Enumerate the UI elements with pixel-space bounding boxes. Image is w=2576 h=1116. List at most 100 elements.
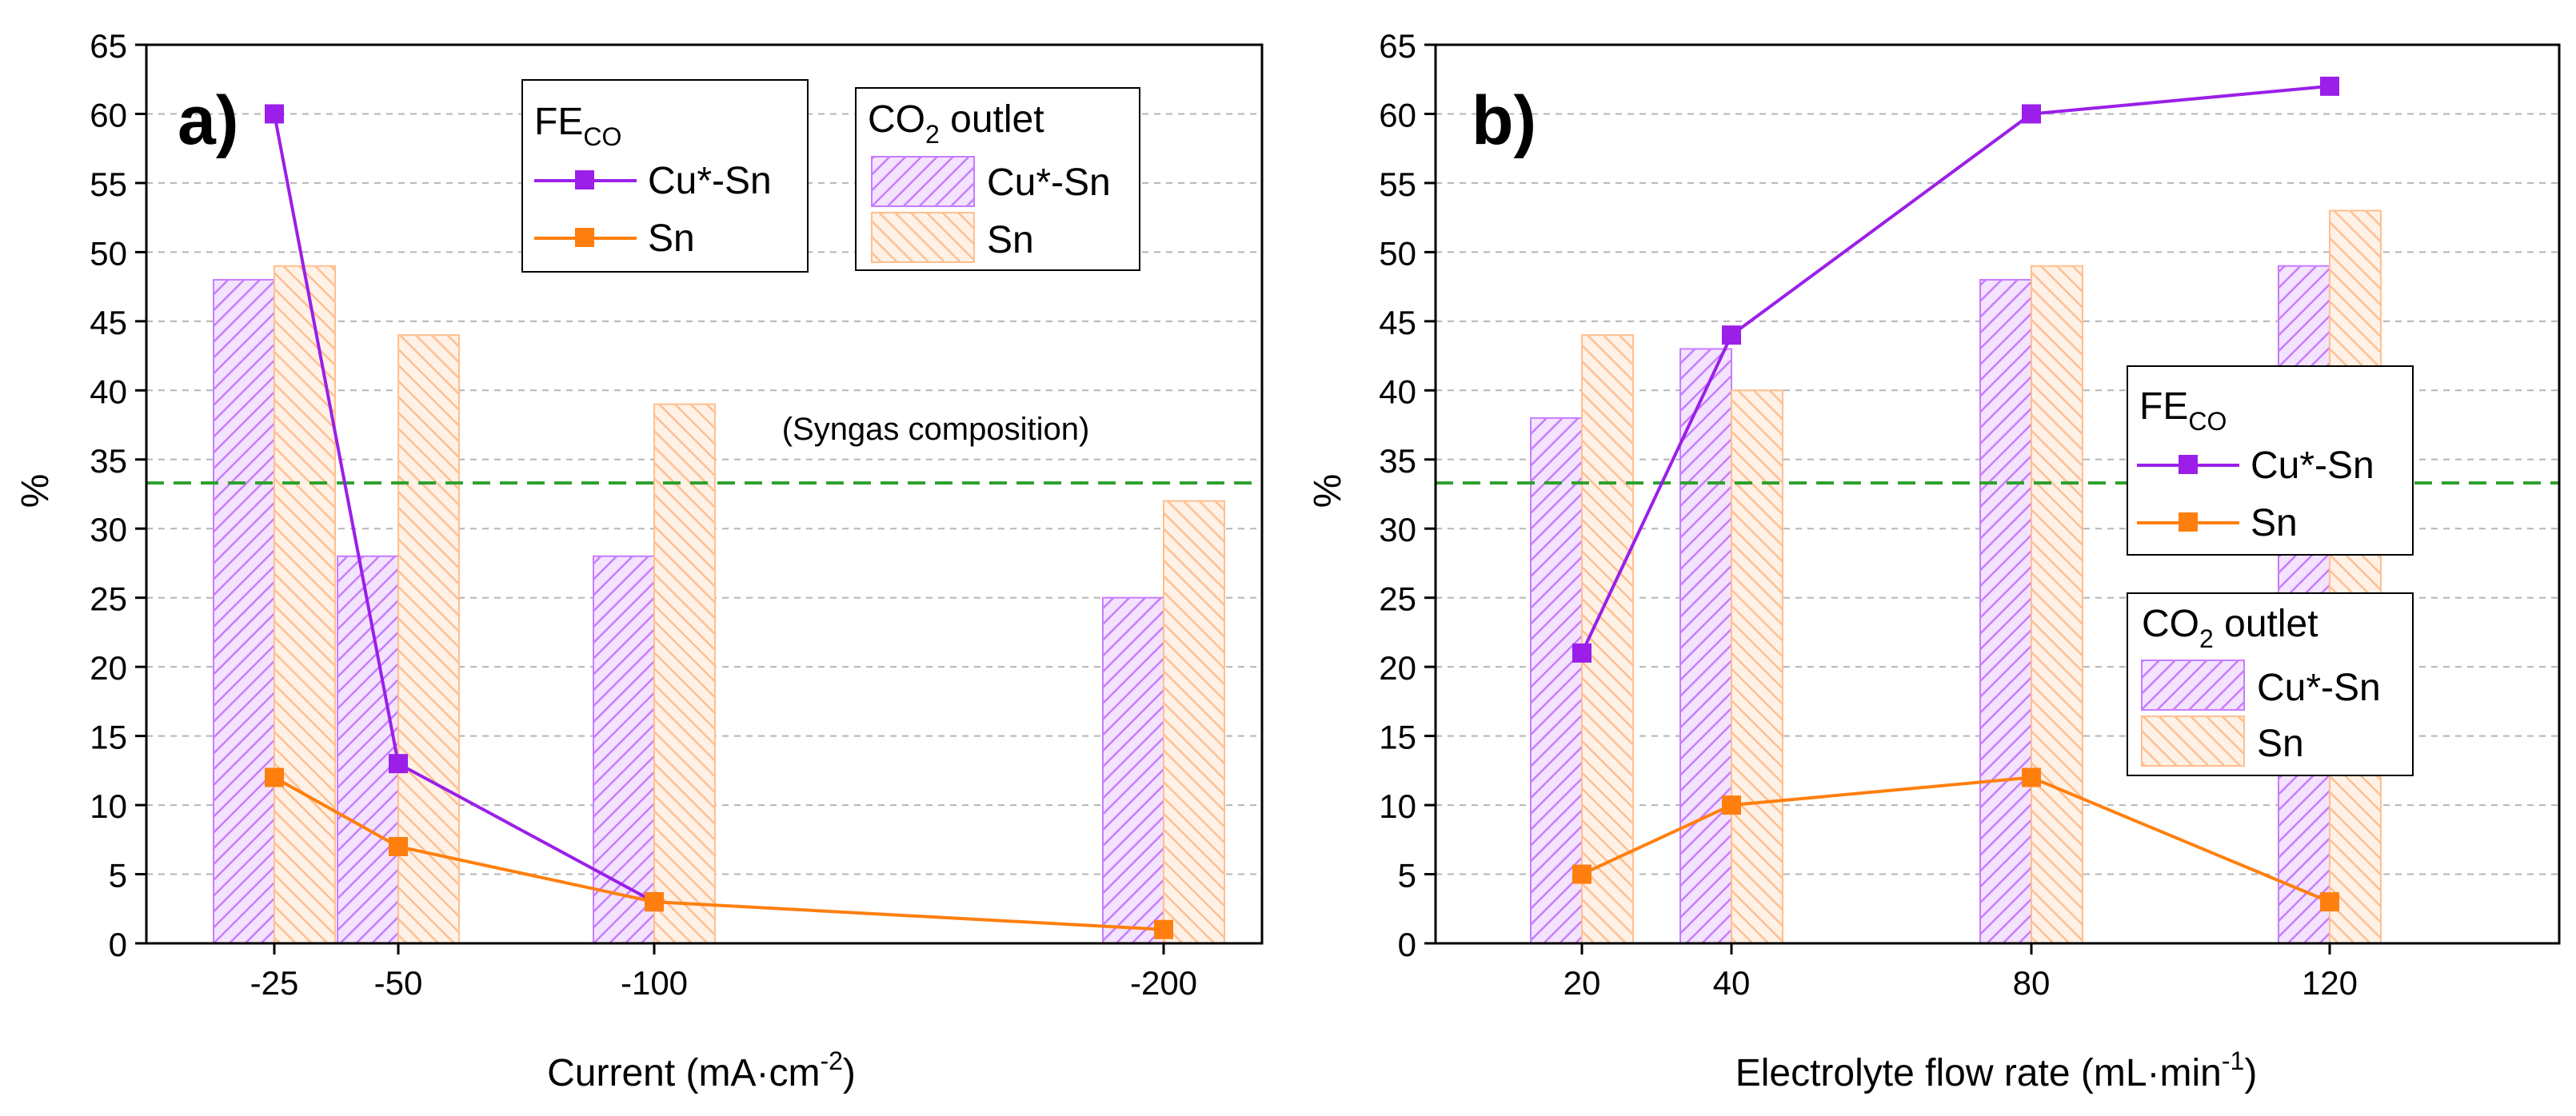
panel-a-point-cu-sn xyxy=(265,104,284,124)
panel-b-legend-fe: FECO Cu*-Sn Sn xyxy=(2127,365,2414,556)
panel-b-legend-fe-title-main: FE xyxy=(2139,385,2188,428)
panel-b-y-tick-label: 40 xyxy=(1379,373,1416,410)
panel-a-x-tick-label: -200 xyxy=(1130,964,1197,1002)
panel-b-legend-co2-cu-swatch xyxy=(2141,660,2245,711)
panel-a-y-tick-label: 5 xyxy=(109,857,127,895)
panel-a-legend-co2-cu-label: Cu*-Sn xyxy=(987,161,1111,204)
panel-a-bar-cu-sn xyxy=(213,278,275,944)
panel-a-y-tick-label: 45 xyxy=(90,304,127,341)
panel-b-legend-co2-sn-label: Sn xyxy=(2257,723,2304,765)
panel-a-x-axis-title-end: ) xyxy=(843,1052,856,1094)
panel-b-lines xyxy=(1572,76,2339,912)
panel-a-x-axis-title-main: Current (mA·cm xyxy=(547,1052,820,1094)
panel-a-legend-fe-sn-label: Sn xyxy=(648,217,695,260)
panel-a-x-tick-label: -100 xyxy=(621,964,688,1002)
panel-a-syngas-label: (Syngas composition) xyxy=(782,412,1090,447)
panel-a-x-axis: -25 -50 -100 -200 xyxy=(250,943,1197,1002)
panel-b-bar-cu-sn xyxy=(1679,348,1732,944)
panel-b-line-sn xyxy=(1581,775,2330,903)
panel-a-legend-fe: FECO Cu*-Sn Sn xyxy=(521,79,809,273)
panel-a-bar-cu-sn xyxy=(1102,596,1164,944)
panel-a-legend-co2-title: CO2 outlet xyxy=(868,98,1044,149)
panel-b-legend-co2-cu-label: Cu*-Sn xyxy=(2257,667,2381,709)
panel-b-y-tick-label: 55 xyxy=(1379,165,1416,203)
panel-b-legend-fe-title: FECO xyxy=(2139,385,2227,436)
panel-b-y-tick-label: 35 xyxy=(1379,442,1416,480)
panel-b-point-cu-sn xyxy=(2022,104,2041,124)
panel-b-point-sn xyxy=(2320,892,2339,912)
panel-b-x-tick-label: 120 xyxy=(2302,964,2358,1002)
panel-b-bar-cu-sn xyxy=(1979,278,2032,944)
panel-b-x-axis-title-sup: -1 xyxy=(2222,1046,2244,1075)
panel-b-point-sn xyxy=(2022,767,2041,787)
panel-a-x-axis-title-sup: -2 xyxy=(820,1046,842,1075)
panel-b-y-axis-title: % xyxy=(1307,474,1349,508)
panel-a-bar-sn xyxy=(274,265,336,944)
panel-b-legend-fe-sn-label: Sn xyxy=(2251,502,2298,544)
panel-b-x-axis: 20 40 80 120 xyxy=(1564,943,2358,1002)
panel-b-y-tick-label: 10 xyxy=(1379,787,1416,825)
panel-a-point-sn xyxy=(389,836,408,856)
panel-a-y-axis-title: % xyxy=(14,474,57,508)
panel-a-point-sn xyxy=(265,767,284,787)
panel-a-x-tick-label: -25 xyxy=(250,964,299,1002)
panel-a-bar-cu-sn xyxy=(337,555,399,944)
panel-a-bar-sn xyxy=(653,403,716,945)
panel-b-point-cu-sn xyxy=(2320,76,2339,96)
panel-a-legend-co2-title-sub: 2 xyxy=(925,120,940,149)
panel-a-y-tick-label: 0 xyxy=(109,926,127,963)
panel-a-x-axis-title: Current (mA·cm-2) xyxy=(547,1046,856,1094)
panel-a-line-sn xyxy=(274,775,1164,931)
panel-a-legend-fe-title: FECO xyxy=(534,101,621,151)
panel-b-x-axis-title: Electrolyte flow rate (mL·min-1) xyxy=(1735,1046,2258,1094)
panel-b-y-axis: 0 5 10 15 20 25 30 35 40 45 50 55 60 65 xyxy=(1379,27,1436,963)
panel-b-point-cu-sn xyxy=(1722,325,1741,345)
panel-a-legend-co2-title-main: CO xyxy=(868,98,925,141)
panel-b-y-tick-label: 30 xyxy=(1379,511,1416,548)
panel-a-legend-co2-title-end: outlet xyxy=(940,98,1044,141)
panel-a-legend-fe-cu-marker xyxy=(575,170,594,189)
panel-b-y-tick-label: 60 xyxy=(1379,96,1416,134)
panel-a-y-tick-label: 60 xyxy=(90,96,127,134)
panel-b-legend-co2: CO2 outlet Cu*-Sn Sn xyxy=(2127,592,2414,776)
panel-b-x-tick-label: 80 xyxy=(2013,964,2051,1002)
panel-b-y-tick-label: 25 xyxy=(1379,580,1416,618)
panel-a-y-tick-label: 65 xyxy=(90,27,127,65)
panel-b-legend-co2-title-main: CO xyxy=(2142,603,2199,645)
panel-b-legend-fe-cu-marker xyxy=(2179,455,2198,474)
panel-b-point-sn xyxy=(1722,795,1741,815)
panel-a-y-tick-label: 40 xyxy=(90,373,127,410)
panel-b-y-tick-label: 65 xyxy=(1379,27,1416,65)
panel-b-bars xyxy=(1530,209,2382,944)
panel-b-bar-sn xyxy=(2031,265,2083,944)
panel-a-y-tick-label: 55 xyxy=(90,165,127,203)
panel-a-legend-fe-title-main: FE xyxy=(534,101,583,143)
panel-a-y-tick-label: 50 xyxy=(90,234,127,272)
panel-b-plot-frame xyxy=(1434,43,2561,945)
panel-b-y-tick-label: 50 xyxy=(1379,234,1416,272)
panel-b-legend-co2-title-sub: 2 xyxy=(2199,624,2214,653)
panel-a-label: a) xyxy=(178,82,238,159)
panel-b-bar-sn xyxy=(2329,209,2382,944)
panel-a-point-sn xyxy=(1154,919,1173,939)
panel-a-y-tick-label: 30 xyxy=(90,511,127,548)
panel-a: (Syngas composition) 0 5 10 15 20 25 30 35 40 45 5… xyxy=(14,27,1264,1094)
panel-b-line-cu-sn xyxy=(1580,84,2330,654)
panel-b-y-tick-label: 0 xyxy=(1398,926,1416,963)
panel-b-y-tick-label: 5 xyxy=(1398,857,1416,895)
panel-a-legend-co2-cu-swatch xyxy=(871,156,975,207)
panel-a-legend-co2: CO2 outlet Cu*-Sn Sn xyxy=(855,87,1140,271)
panel-b-legend-co2-title: CO2 outlet xyxy=(2142,603,2318,653)
panel-a-bar-cu-sn xyxy=(593,555,655,944)
panel-a-legend-co2-sn-label: Sn xyxy=(987,219,1034,261)
panel-a-y-tick-label: 10 xyxy=(90,787,127,825)
panel-a-legend-co2-sn-swatch xyxy=(871,212,975,263)
panel-b-legend-fe-cu-label: Cu*-Sn xyxy=(2251,444,2374,487)
panel-b-legend-co2-sn-swatch xyxy=(2141,715,2245,767)
panel-a-y-tick-label: 15 xyxy=(90,719,127,756)
panel-a-y-axis: 0 5 10 15 20 25 30 35 40 45 50 55 60 65 xyxy=(90,27,146,963)
panel-b-x-axis-title-main: Electrolyte flow rate (mL·min xyxy=(1735,1052,2222,1094)
panel-b-legend-fe-sn-marker xyxy=(2179,512,2198,532)
panel-b-point-sn xyxy=(1572,864,1592,884)
